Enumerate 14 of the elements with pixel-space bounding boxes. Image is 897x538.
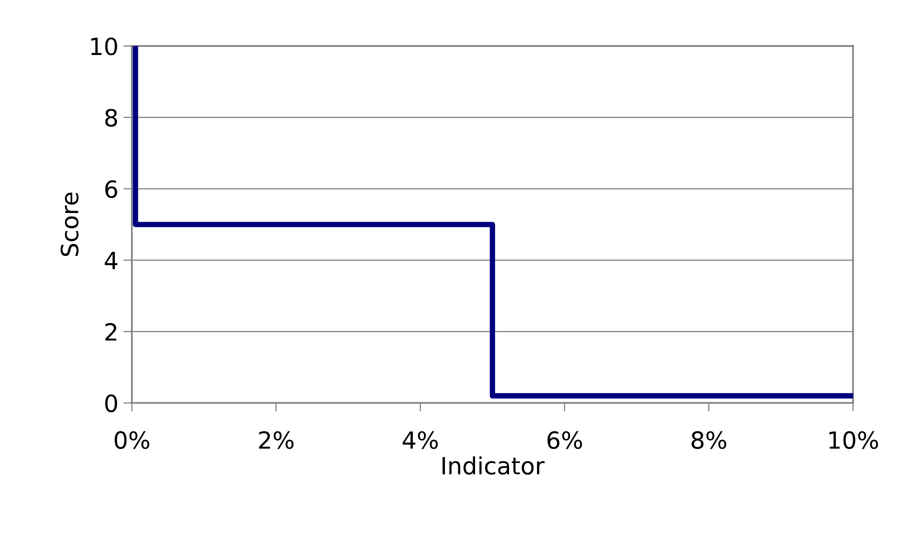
y-tick-label: 2	[105, 323, 116, 341]
y-tick-label: 0	[105, 394, 118, 412]
y-tick-label: 8	[105, 108, 118, 127]
x-axis-title: Indicator	[442, 456, 545, 475]
y-axis-title: Score	[60, 192, 78, 256]
x-tick-label: 0%	[114, 431, 150, 450]
x-tick-label: 10%	[829, 431, 878, 450]
y-tick-label: 6	[105, 180, 118, 198]
x-tick-label: 4%	[402, 431, 438, 450]
x-tick-label: 2%	[259, 431, 294, 450]
x-tick-label: 6%	[547, 431, 582, 450]
y-tick-label: 4	[104, 252, 118, 270]
y-tick-label: 10	[91, 37, 118, 56]
x-tick-label: 8%	[692, 431, 726, 450]
